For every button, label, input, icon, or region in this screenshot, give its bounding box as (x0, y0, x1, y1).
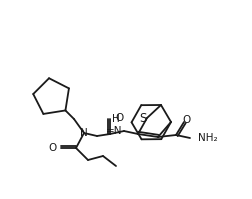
Text: NH₂: NH₂ (197, 133, 217, 143)
Text: S: S (139, 112, 146, 126)
Text: O: O (49, 143, 57, 153)
Text: O: O (182, 115, 190, 125)
Text: H: H (112, 114, 119, 124)
Text: O: O (115, 113, 123, 123)
Text: N: N (80, 128, 87, 138)
Text: =N: =N (105, 126, 121, 136)
